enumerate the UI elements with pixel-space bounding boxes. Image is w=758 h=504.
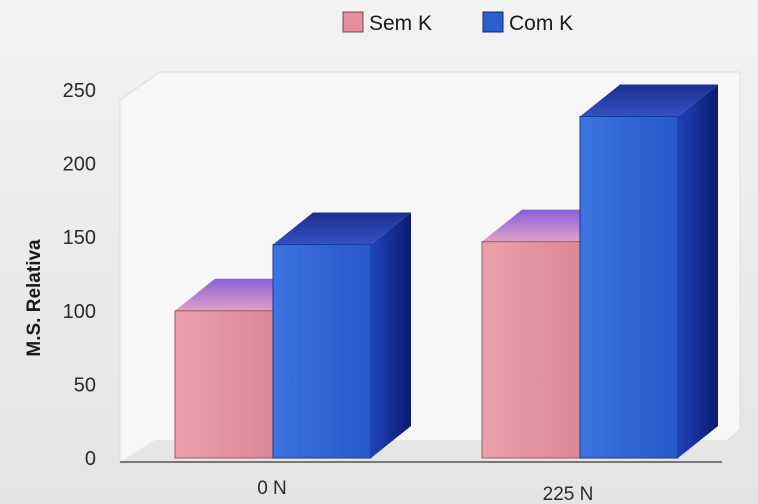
legend: Sem K Com K bbox=[342, 11, 573, 35]
y-axis: 0 50 100 150 200 250 bbox=[63, 80, 96, 470]
bar-top-face bbox=[273, 212, 411, 245]
bar-sem-k-0n bbox=[174, 278, 313, 459]
bar-front-face bbox=[579, 115, 679, 459]
bar-front-face bbox=[481, 241, 581, 459]
y-tick-label: 250 bbox=[63, 80, 96, 102]
bar-top-face bbox=[580, 84, 718, 117]
x-category-label: 0 N bbox=[257, 478, 287, 499]
legend-label-com-k: Com K bbox=[509, 12, 573, 35]
y-tick-label: 0 bbox=[85, 448, 96, 470]
bar-side-face bbox=[371, 212, 411, 458]
y-axis-label: M.S. Relativa bbox=[24, 239, 45, 357]
y-tick-label: 50 bbox=[74, 374, 96, 396]
bar-com-k-0n bbox=[272, 212, 411, 459]
bar-side-face bbox=[678, 84, 718, 458]
y-tick-label: 150 bbox=[63, 227, 96, 249]
bar-front-face bbox=[272, 244, 372, 459]
legend-swatch-com-k bbox=[482, 11, 504, 33]
bar-front-face bbox=[174, 310, 274, 459]
x-category-label: 225 N bbox=[543, 484, 594, 504]
bar-com-k-225n bbox=[579, 84, 718, 459]
y-tick-label: 100 bbox=[63, 301, 96, 323]
bars-group bbox=[174, 84, 718, 459]
category-labels: 0 N 225 N bbox=[257, 478, 593, 504]
y-tick-label: 200 bbox=[63, 154, 96, 176]
legend-label-sem-k: Sem K bbox=[369, 12, 432, 35]
legend-swatch-sem-k bbox=[342, 11, 364, 33]
